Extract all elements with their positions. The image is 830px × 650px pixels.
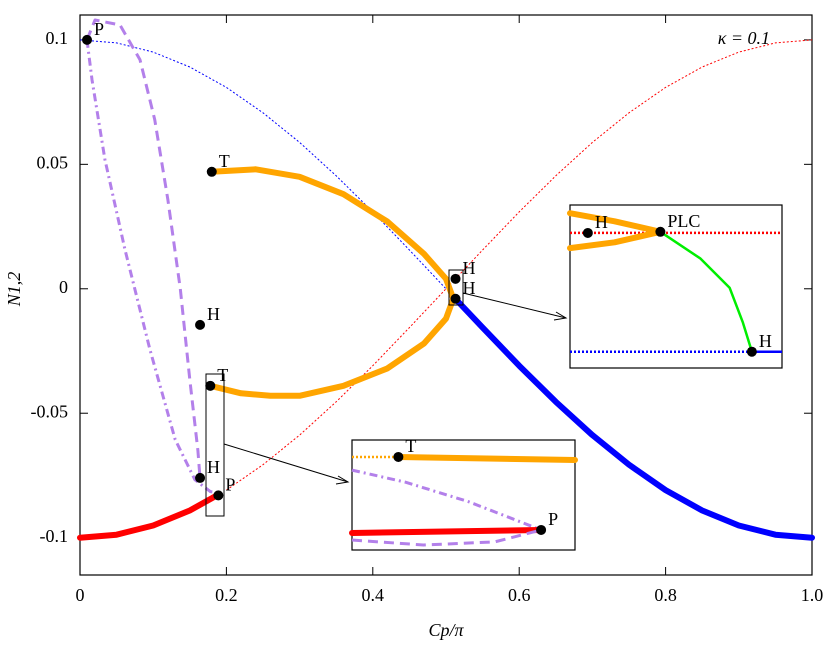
series-line — [77, 491, 222, 541]
point-label: P — [225, 474, 235, 494]
y-tick-label: 0 — [59, 277, 68, 297]
bifurcation-point — [582, 227, 593, 238]
plot-frame — [79, 14, 813, 576]
point-label: H — [759, 331, 772, 351]
y-tick-label: -0.1 — [40, 526, 69, 546]
point-label: H — [207, 304, 220, 324]
x-tick-label: 0 — [76, 585, 85, 605]
point-label: H — [463, 278, 476, 298]
inset: TP — [349, 436, 578, 551]
series-line — [226, 39, 813, 491]
zoom-box — [205, 373, 225, 517]
series-line — [351, 528, 542, 547]
x-tick-label: 0.4 — [362, 585, 385, 605]
bifurcation-point — [450, 293, 461, 304]
series-line — [85, 18, 202, 479]
point-label: P — [548, 509, 558, 529]
point-label: H — [207, 457, 220, 477]
bifurcation-point — [195, 472, 206, 483]
y-tick-label: -0.05 — [31, 401, 69, 421]
y-tick-label: 0.1 — [46, 28, 69, 48]
zoom-markers — [205, 269, 568, 517]
x-tick-label: 0.8 — [654, 585, 677, 605]
point-label: P — [94, 19, 104, 39]
x-axis-label: Cp/π — [428, 620, 464, 640]
bifurcation-point — [213, 490, 224, 501]
series-line — [351, 468, 542, 532]
bifurcation-point — [82, 34, 93, 45]
y-tick-label: 0.05 — [37, 152, 69, 172]
bifurcation-point — [536, 524, 547, 535]
series-line — [85, 39, 219, 495]
zoom-arrow — [223, 443, 349, 483]
series-line — [79, 39, 447, 290]
series-line — [349, 527, 545, 536]
x-tick-label: 1.0 — [801, 585, 824, 605]
bifurcation-point — [206, 166, 217, 177]
bifurcation-point — [450, 273, 461, 284]
point-label: H — [595, 212, 608, 232]
bifurcation-point — [746, 346, 757, 357]
series-line — [207, 166, 457, 399]
bifurcation-point — [195, 319, 206, 330]
series-line — [454, 297, 815, 541]
point-label: H — [463, 258, 476, 278]
x-tick-label: 0.2 — [215, 585, 238, 605]
point-label: T — [405, 436, 416, 456]
bifurcation-point — [655, 226, 666, 237]
inset: H PLC H — [567, 204, 783, 369]
series-line — [395, 454, 578, 463]
arrow-head — [335, 475, 350, 485]
bifurcation-point — [393, 451, 404, 462]
point-label: PLC — [667, 211, 700, 231]
annotation: κ = 0.1 — [718, 28, 770, 48]
zoom-box — [448, 269, 464, 306]
x-tick-label: 0.6 — [508, 585, 531, 605]
zoom-arrow — [462, 292, 567, 319]
series-line — [659, 230, 754, 353]
bifurcation-point — [205, 380, 216, 391]
point-label: T — [219, 151, 230, 171]
y-axis-label: N1,2 — [4, 272, 24, 308]
point-label: T — [217, 365, 228, 385]
arrow-head — [553, 311, 568, 321]
